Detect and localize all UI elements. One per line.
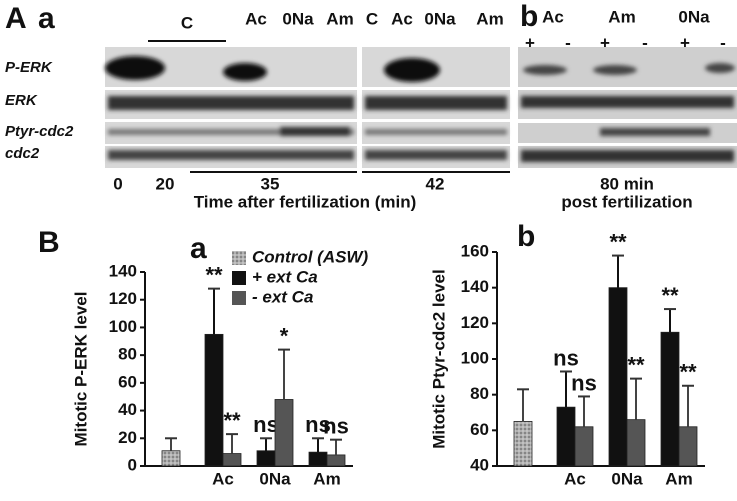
lane-label: Am [326, 9, 353, 28]
significance-label: * [280, 323, 289, 348]
panel-label: a [190, 232, 207, 265]
row-label: P-ERK [5, 59, 53, 76]
legend-label: + ext Ca [252, 267, 318, 286]
y-tick-label: 20 [118, 428, 137, 447]
bar [513, 421, 533, 467]
y-tick-label: 140 [109, 261, 137, 280]
row-label: cdc2 [5, 145, 40, 162]
legend-swatch [232, 271, 246, 285]
significance-label: ** [679, 360, 697, 385]
x-tick-label: 0Na [259, 469, 291, 488]
significance-label: ** [223, 408, 241, 433]
row-label: Ptyr-cdc2 [5, 123, 74, 140]
sign-label: - [642, 33, 648, 52]
time-label: 42 [426, 174, 445, 193]
sign-label: - [565, 33, 571, 52]
y-tick-label: 80 [470, 384, 489, 403]
bar [204, 333, 224, 467]
x-tick-label: 0Na [611, 469, 643, 488]
axis-title: Time after fertilization (min) [194, 192, 417, 211]
x-tick-label: Am [313, 469, 340, 488]
y-tick-label: 80 [118, 345, 137, 364]
significance-label: ** [205, 262, 223, 287]
x-tick-label: Am [665, 469, 692, 488]
y-tick-label: 120 [109, 289, 137, 308]
y-tick-label: 140 [461, 277, 489, 296]
sign-label: - [720, 33, 726, 52]
bar [161, 450, 181, 467]
y-tick-label: 0 [128, 455, 137, 474]
panel-label: a [38, 2, 55, 35]
x-tick-label: Ac [564, 469, 586, 488]
lane-label: Am [608, 7, 635, 26]
bar [556, 406, 576, 467]
y-tick-label: 40 [118, 400, 137, 419]
sign-label: + [680, 33, 690, 52]
lane-label: 0Na [282, 9, 314, 28]
lane-label: 0Na [424, 9, 456, 28]
bar [256, 450, 276, 467]
significance-label: ns [553, 345, 579, 370]
bar [326, 454, 346, 467]
lane-label: C [366, 9, 378, 28]
time-label: 20 [156, 174, 175, 193]
significance-label: ns [305, 412, 331, 437]
bar [608, 287, 628, 467]
y-tick-label: 100 [109, 317, 137, 336]
bar [626, 419, 646, 467]
significance-label: ns [253, 412, 279, 437]
bar [574, 426, 594, 467]
time-label: 35 [261, 174, 280, 193]
y-tick-label: 160 [461, 241, 489, 260]
significance-label: ns [571, 370, 597, 395]
axis-title: post fertilization [561, 192, 692, 211]
panel-label: A [5, 2, 27, 35]
y-tick-label: 100 [461, 348, 489, 367]
lane-label: C [181, 13, 193, 32]
y-axis-title: Mitotic Ptyr-cdc2 level [429, 269, 448, 449]
bar [678, 426, 698, 467]
bar [660, 331, 680, 467]
significance-label: ** [661, 283, 679, 308]
x-tick-label: Ac [212, 469, 234, 488]
legend-label: Control (ASW) [252, 247, 368, 266]
lane-label: 0Na [678, 7, 710, 26]
y-axis-title: Mitotic P-ERK level [71, 292, 90, 447]
legend-swatch [232, 291, 246, 305]
panel-label: b [520, 0, 538, 33]
lane-label: Ac [391, 9, 413, 28]
significance-label: ** [627, 352, 645, 377]
blot-images [105, 40, 737, 173]
y-tick-label: 60 [118, 372, 137, 391]
time-label: 0 [113, 174, 122, 193]
lane-label: Am [476, 9, 503, 28]
significance-label: ** [609, 229, 627, 254]
panel-label: B [38, 226, 60, 259]
panel-label: b [517, 220, 535, 253]
sign-label: + [525, 33, 535, 52]
sign-label: + [600, 33, 610, 52]
lane-label: Ac [542, 7, 564, 26]
y-tick-label: 60 [470, 420, 489, 439]
significance-label: ns [323, 413, 349, 438]
bar [308, 451, 328, 467]
bar [222, 453, 242, 467]
y-tick-label: 40 [470, 455, 489, 474]
legend-swatch [232, 251, 246, 265]
bar [274, 399, 294, 467]
time-label: 80 min [600, 174, 654, 193]
row-label: ERK [5, 92, 38, 109]
y-tick-label: 120 [461, 313, 489, 332]
lane-label: Ac [245, 9, 267, 28]
legend-label: - ext Ca [252, 287, 313, 306]
